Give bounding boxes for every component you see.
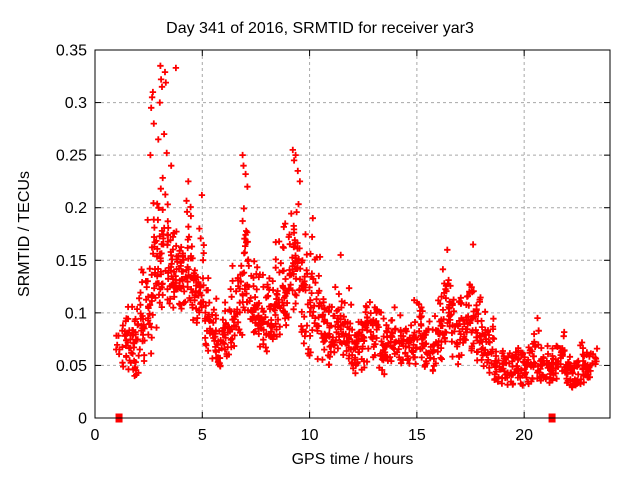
data-points <box>113 62 601 391</box>
y-tick-label: 0.35 <box>56 43 87 60</box>
plot-frame <box>94 49 611 419</box>
x-tick-label: 5 <box>198 427 207 444</box>
y-tick-label: 0.3 <box>65 95 87 112</box>
y-tick-label: 0.1 <box>65 305 87 322</box>
x-axis-title: GPS time / hours <box>291 451 414 468</box>
y-tick-label: 0.05 <box>56 358 87 375</box>
y-tick-label: 0.25 <box>56 148 87 165</box>
x-tick-label: 15 <box>408 427 426 444</box>
y-tick-label: 0.2 <box>65 200 87 217</box>
y-tick-label: 0.15 <box>56 253 87 270</box>
x-tick-label: 0 <box>91 427 100 444</box>
y-tick-label: 0 <box>78 411 87 428</box>
tick-labels: 0 5 10 15 20 0 0.05 0.1 0.15 0.2 0.25 0.3 0.35 <box>56 43 533 445</box>
x-tick-label: 10 <box>301 427 319 444</box>
x-tick-label: 20 <box>515 427 533 444</box>
chart-title: Day 341 of 2016, SRMTID for receiver yar… <box>166 20 474 37</box>
